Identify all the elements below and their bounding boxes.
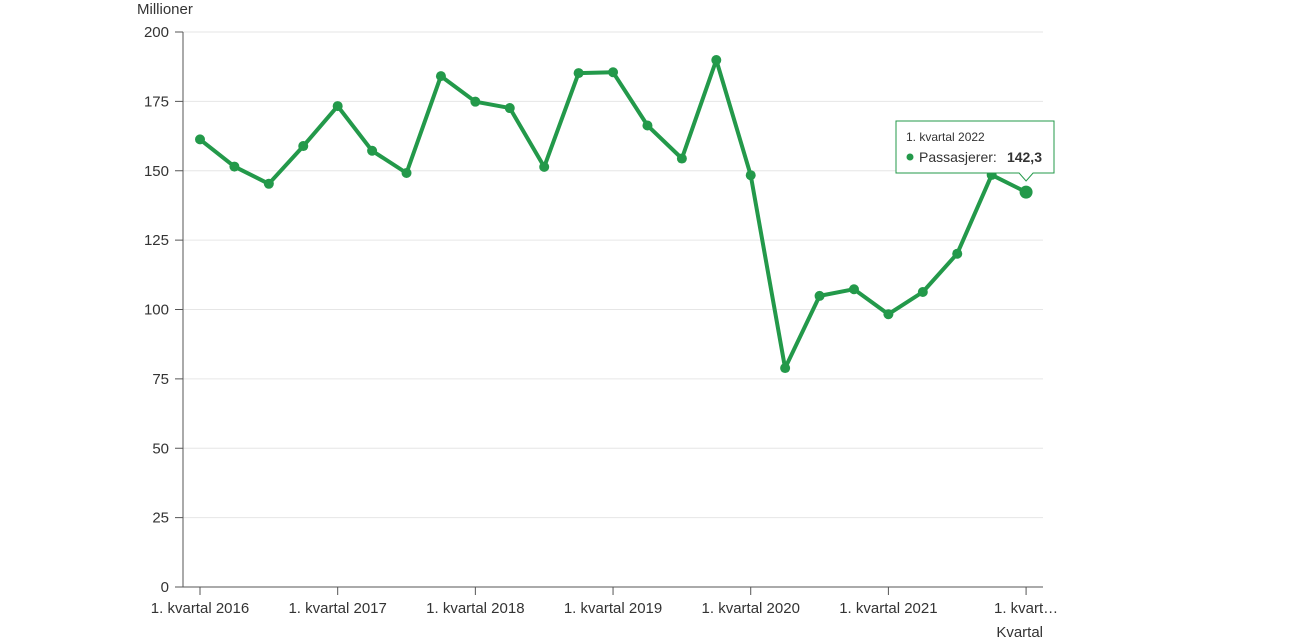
tooltip: 1. kvartal 2022 Passasjerer: 142,3: [895, 120, 1055, 182]
data-point: [745, 170, 756, 181]
data-point: [539, 161, 550, 172]
x-tick-label: 1. kvartal 2020: [702, 600, 800, 617]
data-point: [263, 178, 274, 189]
x-tick-label: 1. kvartal 2018: [426, 600, 524, 617]
y-tick-label: 0: [161, 579, 169, 596]
y-tick-label: 75: [152, 371, 169, 388]
data-point: [401, 167, 412, 178]
x-tick-label: 1. kvartal 2017: [288, 600, 386, 617]
y-tick-label: 150: [144, 163, 169, 180]
series-passasjerer: [195, 55, 1033, 374]
data-point: [1019, 185, 1033, 199]
data-point: [229, 161, 240, 172]
tooltip-value: 142,3: [1007, 149, 1042, 165]
data-point: [504, 103, 515, 114]
data-point: [642, 120, 653, 131]
data-point: [952, 248, 963, 259]
axes: 0 25 50 75 100 125 150 175 200 1. kvartal 2016 1. …: [144, 24, 1058, 617]
y-tick-label: 100: [144, 302, 169, 319]
tooltip-series-marker: [906, 153, 914, 161]
y-tick-label: 200: [144, 24, 169, 41]
y-tick-label: 175: [144, 93, 169, 110]
y-tick-label: 25: [152, 510, 169, 527]
y-tick-label: 125: [144, 232, 169, 249]
x-tick-label: 1. kvart…: [994, 600, 1058, 617]
data-point: [917, 287, 928, 298]
gridlines: [183, 31, 1043, 519]
data-point: [814, 290, 825, 301]
series-line: [198, 58, 1029, 371]
y-tick-label: 50: [152, 440, 169, 457]
x-tick-label: 1. kvartal 2019: [564, 600, 662, 617]
data-point: [883, 309, 894, 320]
data-point: [195, 134, 205, 145]
data-point: [470, 96, 481, 107]
tooltip-series-label: Passasjerer:: [919, 149, 997, 165]
data-point: [848, 284, 859, 295]
data-point: [573, 68, 584, 79]
data-point: [711, 55, 722, 66]
tooltip-title: 1. kvartal 2022: [906, 130, 985, 144]
tooltip-box: [895, 120, 1055, 182]
data-point: [367, 145, 378, 156]
data-point: [298, 141, 309, 152]
data-point: [435, 71, 446, 82]
data-point: [780, 363, 791, 374]
x-tick-label: 1. kvartal 2016: [151, 600, 249, 617]
x-tick-label: 1. kvartal 2021: [839, 600, 937, 617]
data-point: [676, 153, 687, 164]
data-point: [332, 101, 343, 112]
data-point: [608, 67, 619, 78]
y-axis-title: Millioner: [137, 1, 193, 18]
x-axis-title: Kvartal: [996, 624, 1043, 641]
